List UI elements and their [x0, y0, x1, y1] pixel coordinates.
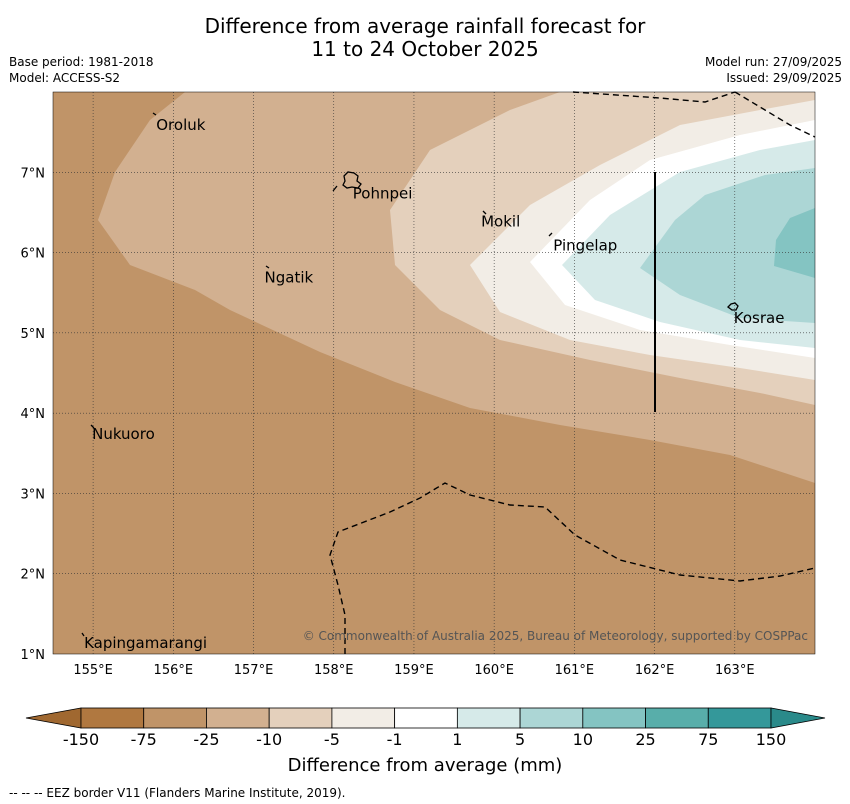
- colorbar-title: Difference from average (mm): [0, 755, 850, 776]
- copyright-text: © Commonwealth of Australia 2025, Bureau…: [303, 629, 808, 643]
- colorbar-tick-label: -150: [63, 730, 99, 749]
- colorbar-tick-label: 1: [452, 730, 462, 749]
- colorbar-tick-label: -75: [131, 730, 157, 749]
- lon-tick-label: 160°E: [474, 663, 514, 678]
- colorbar-segment: [206, 708, 269, 728]
- lon-tick-label: 158°E: [314, 663, 354, 678]
- colorbar-tick-label: 25: [635, 730, 655, 749]
- colorbar-tick-label: 10: [573, 730, 593, 749]
- place-label: Kosrae: [734, 309, 785, 327]
- colorbar-segment: [332, 708, 395, 728]
- eez-legend-text: -- -- -- EEZ border V11 (Flanders Marine…: [9, 786, 346, 800]
- place-label: Mokil: [481, 212, 520, 230]
- colorbar-segment: [144, 708, 207, 728]
- lon-tick-label: 159°E: [394, 663, 434, 678]
- place-label: Nukuoro: [92, 425, 155, 443]
- colorbar-tick-label: -25: [193, 730, 219, 749]
- colorbar-high-extend: [771, 708, 825, 728]
- colorbar-tick-label: -5: [324, 730, 340, 749]
- place-label: Oroluk: [156, 116, 205, 134]
- lat-tick-label: 1°N: [21, 648, 46, 663]
- rainfall-map: Oroluk Pohnpei Mokil Pingelap Ngatik Kosrae Nu…: [0, 0, 850, 804]
- lat-tick-label: 7°N: [21, 166, 46, 181]
- colorbar-segment: [81, 708, 144, 728]
- lon-tick-label: 162°E: [635, 663, 675, 678]
- lat-tick-label: 2°N: [21, 568, 46, 583]
- lat-tick-label: 4°N: [21, 407, 46, 422]
- colorbar: [26, 708, 825, 728]
- colorbar-segment: [395, 708, 458, 728]
- colorbar-segment: [708, 708, 771, 728]
- lat-tick-label: 6°N: [21, 247, 46, 262]
- lon-tick-label: 163°E: [715, 663, 755, 678]
- lon-tick-label: 155°E: [73, 663, 113, 678]
- colorbar-segment: [646, 708, 709, 728]
- place-label: Kapingamarangi: [84, 634, 207, 652]
- colorbar-tick-label: 150: [756, 730, 787, 749]
- lon-tick-label: 161°E: [555, 663, 595, 678]
- lon-tick-label: 157°E: [234, 663, 274, 678]
- lon-tick-label: 156°E: [154, 663, 194, 678]
- colorbar-segment: [520, 708, 583, 728]
- colorbar-low-extend: [26, 708, 81, 728]
- colorbar-tick-label: 5: [515, 730, 525, 749]
- colorbar-tick-label: -10: [256, 730, 282, 749]
- colorbar-segment: [583, 708, 646, 728]
- colorbar-tick-label: -1: [387, 730, 403, 749]
- place-label: Pingelap: [553, 237, 617, 255]
- colorbar-tick-label: 75: [698, 730, 718, 749]
- colorbar-segment: [269, 708, 332, 728]
- place-label: Ngatik: [265, 269, 314, 287]
- colorbar-segment: [457, 708, 520, 728]
- place-label: Pohnpei: [353, 184, 413, 202]
- map-contour-fills: [53, 92, 815, 654]
- lat-tick-label: 3°N: [21, 487, 46, 502]
- lat-tick-label: 5°N: [21, 327, 46, 342]
